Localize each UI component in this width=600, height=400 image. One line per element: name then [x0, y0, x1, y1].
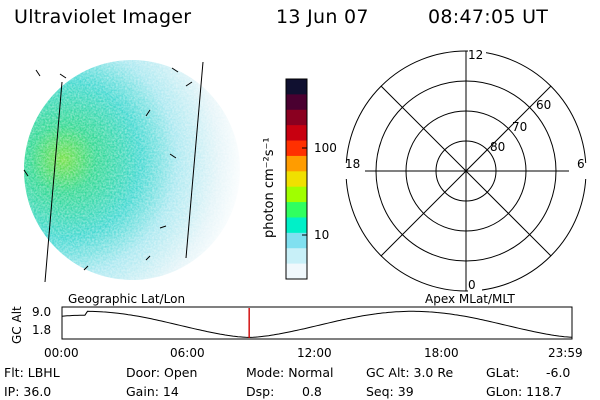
colorbar-swatch [286, 79, 307, 95]
gain-info: Gain: 14 [126, 384, 179, 399]
polar-mlt-plot [343, 45, 587, 295]
meridian-line-right [185, 61, 204, 259]
colorbar-unit-label: photon cm⁻²s⁻¹ [262, 137, 277, 238]
mode-info: Mode: Normal [246, 365, 334, 380]
meridian-line-left [44, 81, 63, 283]
timeline-tick-1200: 12:00 [297, 346, 332, 360]
orbit-altitude-timeline [61, 306, 573, 340]
altitude-curve [61, 310, 573, 338]
timeline-y-bottom: 1.8 [32, 323, 52, 337]
timeline-right-caption: Apex MLat/MLT [425, 292, 515, 306]
timeline-y-top: 9.0 [32, 305, 52, 319]
mlat-label-60: 60 [536, 98, 552, 112]
dsp-value: 0.8 [302, 384, 322, 399]
colorbar-swatch [286, 155, 307, 172]
colorbar-swatch [286, 125, 307, 142]
mlat-label-70: 70 [512, 120, 528, 134]
mlt-label-0: 0 [468, 278, 476, 292]
colorbar-swatch [286, 248, 307, 265]
glon-info: GLon: 118.7 [486, 384, 562, 399]
timeline-tick-0000: 00:00 [44, 346, 79, 360]
coordinate-tick-marks [23, 67, 193, 271]
mlat-label-80: 80 [490, 140, 506, 154]
colorbar-swatch [286, 109, 307, 126]
glat-label: GLat: [486, 365, 520, 380]
uv-earth-image [23, 60, 240, 283]
color-scale-frame [285, 78, 308, 280]
ip-info: IP: 36.0 [4, 384, 52, 399]
colorbar-swatch [286, 232, 307, 249]
glat-value: -6.0 [546, 365, 571, 380]
time-label: 08:47:05 UT [428, 6, 549, 28]
mlt-label-18: 18 [345, 157, 361, 171]
door-info: Door: Open [126, 365, 198, 380]
colorbar-swatch [286, 171, 307, 188]
mlt-label-6: 6 [577, 157, 585, 171]
date-label: 13 Jun 07 [276, 6, 369, 28]
colorbar-swatch [286, 186, 307, 203]
timeline-left-caption: Geographic Lat/Lon [68, 292, 186, 306]
earth-disk-noise [24, 60, 240, 280]
colorbar-swatch [286, 217, 307, 234]
colorbar-swatch [286, 263, 307, 280]
dsp-label: Dsp: [246, 384, 275, 399]
sequence-info: Seq: 39 [366, 384, 414, 399]
mlt-label-12: 12 [468, 48, 484, 62]
gc-alt-info: GC Alt: 3.0 Re [366, 365, 454, 380]
instrument-title: Ultraviolet Imager [14, 6, 192, 28]
colorbar-swatch [286, 202, 307, 218]
filter-info: Flt: LBHL [4, 365, 60, 380]
polar-diagonal-2 [380, 85, 552, 257]
timeline-y-label: GC Alt [10, 306, 24, 344]
colorbar-swatch [286, 140, 307, 157]
timeline-tick-2359: 23:59 [548, 346, 583, 360]
timeline-tick-1800: 18:00 [424, 346, 459, 360]
timeline-tick-0600: 06:00 [170, 346, 205, 360]
color-scale-bar [285, 78, 308, 280]
colorbar-label-10: 10 [314, 228, 330, 242]
timeline-frame [61, 306, 573, 340]
colorbar-swatch [286, 94, 307, 111]
colorbar-label-100: 100 [314, 141, 337, 155]
color-scale-swatches [286, 79, 307, 280]
